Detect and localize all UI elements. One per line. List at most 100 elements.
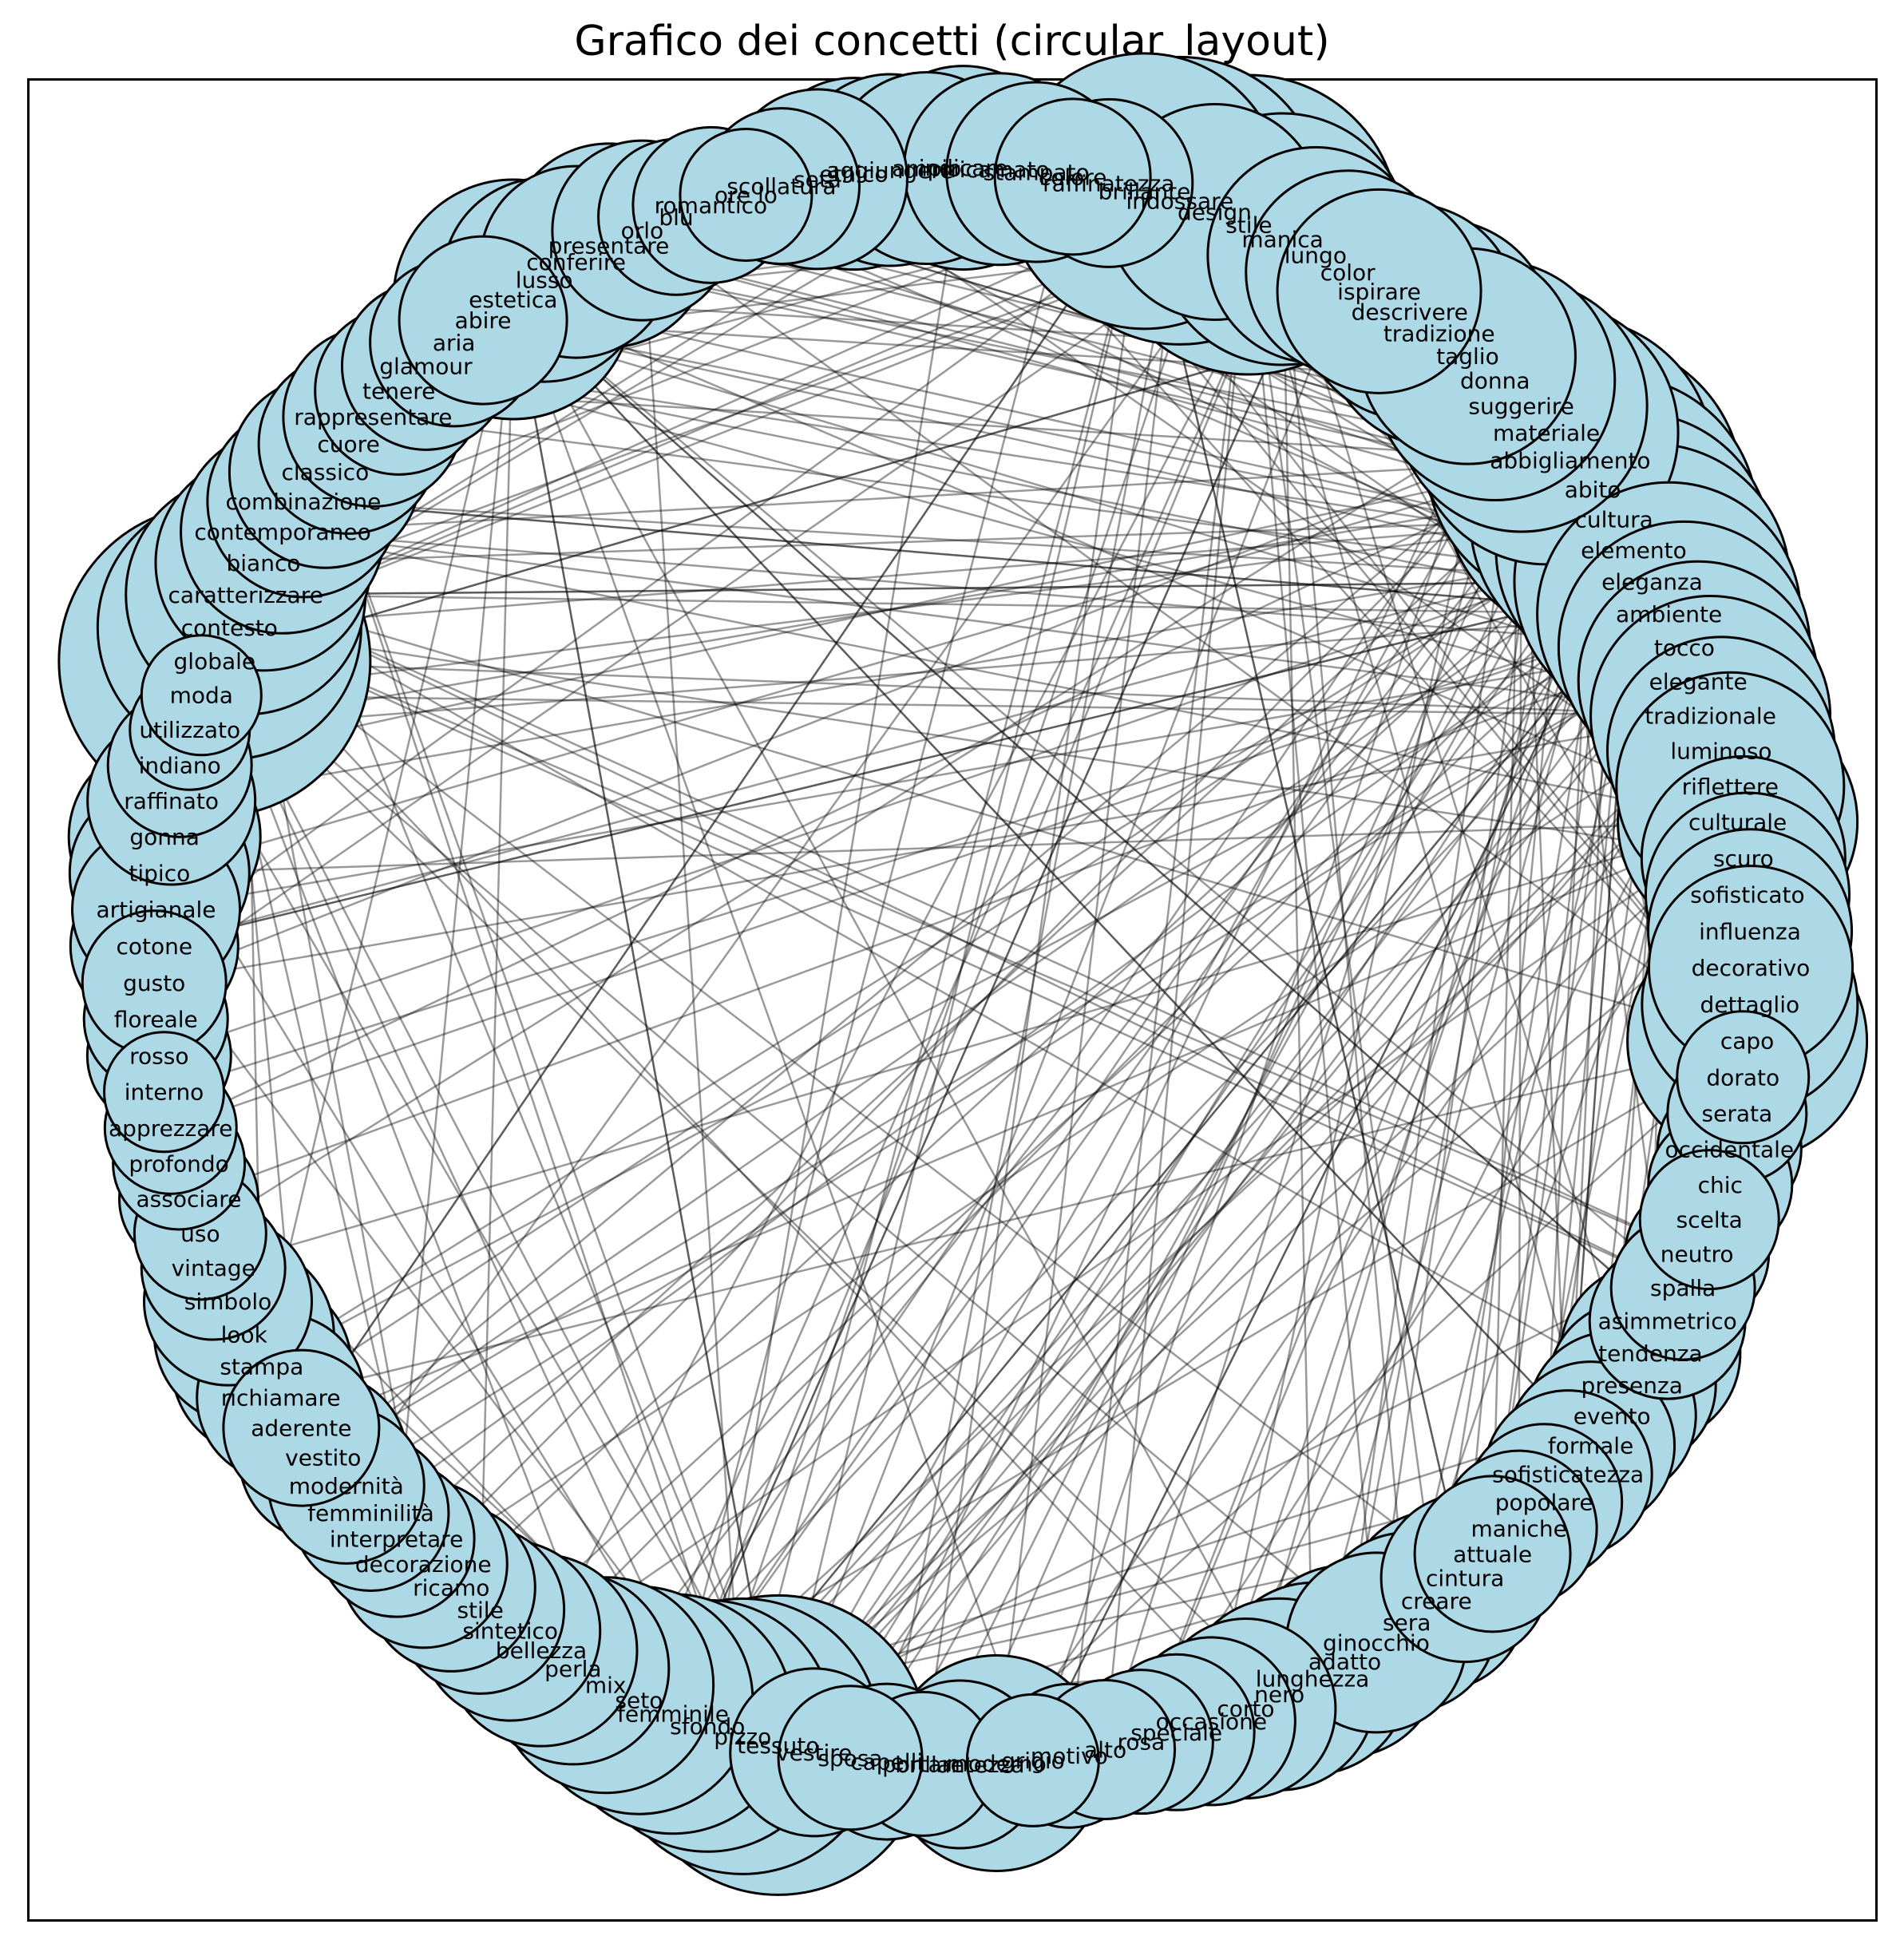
graph-node[interactable] [1276, 188, 1482, 394]
graph-edge [324, 471, 779, 1746]
graph-edge [813, 613, 1670, 1753]
graph-edge [638, 405, 1522, 1701]
graph-edge [213, 660, 779, 1746]
graph-edge [641, 230, 744, 1736]
graph-edge [1281, 239, 1633, 1386]
node-label: aria [433, 330, 476, 356]
graph-edge [482, 319, 1699, 683]
node-label: modernità [289, 1473, 404, 1499]
graph-edge [742, 191, 1146, 1737]
graph-edge [959, 432, 1548, 1765]
graph-edge [303, 500, 1669, 616]
graph-node[interactable] [993, 97, 1152, 256]
node-label: elemento [1581, 537, 1687, 564]
node-label: indiano [139, 752, 221, 778]
node-label: rappresentare [294, 404, 452, 430]
graph-edge [671, 254, 1317, 1715]
graph-edge [509, 580, 1653, 1632]
node-label: tessuto [737, 1732, 819, 1759]
node-label: abito [1565, 477, 1621, 503]
graph-node[interactable] [398, 235, 568, 406]
graph-edge [672, 750, 1722, 1715]
node-label: apprezzare [109, 1115, 233, 1142]
node-label: suggerire [1468, 393, 1574, 419]
graph-edge [512, 299, 779, 1746]
node-label: contemporaneo [194, 519, 370, 545]
graph-edge [1031, 549, 1635, 1761]
node-label: cuore [317, 431, 379, 457]
graph-edge [995, 200, 1182, 1764]
node-label: maniche [1471, 1516, 1566, 1542]
node-label: luminoso [1670, 738, 1771, 764]
node-label: orlo [621, 218, 664, 244]
node-label: tenere [362, 378, 435, 404]
graph-edge [323, 548, 1635, 1459]
graph-node[interactable] [222, 1348, 381, 1507]
graph-edge [153, 224, 1250, 984]
node-label: moda [170, 683, 233, 709]
graph-edge [200, 405, 1522, 1235]
graph-node[interactable] [965, 1693, 1100, 1827]
graph-node[interactable] [777, 1685, 924, 1831]
graph-edge [885, 489, 1594, 1763]
node-label: ambiente [1616, 601, 1722, 628]
graph-node[interactable] [140, 634, 263, 757]
graph-edge [229, 518, 1614, 629]
graph-edge [512, 299, 1592, 1447]
node-label: color [1320, 259, 1376, 286]
node-label: bianco [226, 550, 300, 576]
graph-edge [638, 613, 1670, 1701]
graph-edge [213, 660, 1281, 1696]
node-label: sposa [817, 1745, 882, 1772]
node-label: seto [615, 1688, 663, 1714]
node-label: formale [1548, 1433, 1633, 1459]
graph-node[interactable] [1676, 1010, 1811, 1145]
graph-edge [228, 627, 1466, 1579]
node-label: portare [882, 1751, 964, 1777]
graph-edge [813, 715, 1712, 1753]
graph-edge [323, 646, 1685, 1459]
node-label: donna [1460, 368, 1530, 394]
graph-node[interactable] [679, 128, 813, 263]
node-label: stampa [220, 1353, 303, 1380]
graph-edge [303, 500, 1653, 583]
graph-edge [281, 531, 779, 1746]
node-label: brillante [1098, 178, 1191, 204]
graph-edge [777, 518, 1615, 1746]
node-label: utilizzato [139, 717, 240, 743]
graph-edge [170, 459, 1571, 1129]
node-label: materiale [1493, 420, 1600, 446]
graph-node[interactable] [1413, 1475, 1572, 1633]
node-label: occasione [1156, 1708, 1268, 1735]
graph-edge [1248, 224, 1592, 1446]
node-label: capelli [850, 1749, 923, 1776]
graph-edge [777, 191, 1146, 1746]
graph-edge [1281, 239, 1408, 1623]
graph-node[interactable] [103, 1031, 226, 1154]
graph-edge [212, 821, 1738, 1269]
graph-edge [1248, 224, 1378, 1643]
node-label: ampio [892, 156, 961, 182]
node-label: pizzo [714, 1724, 771, 1750]
graph-edge [742, 821, 1739, 1737]
node-label: femminilità [307, 1500, 434, 1526]
node-label: lunghezza [1256, 1665, 1370, 1692]
node-label: alto [1084, 1736, 1126, 1763]
graph-edge [245, 580, 1653, 596]
graph-edge [707, 646, 1685, 1727]
graph-edge [422, 715, 1712, 1565]
graph-edge [156, 646, 1685, 911]
node-label: tendenza [1598, 1340, 1703, 1367]
node-label: neutro [1661, 1241, 1734, 1268]
node-label: ginocchio [1323, 1629, 1430, 1656]
node-label: vintage [172, 1255, 255, 1281]
graph-edge [742, 893, 1748, 1737]
graph-edge [188, 646, 1685, 1200]
graph-edge [170, 613, 1670, 1129]
node-label: cintura [1426, 1566, 1504, 1592]
node-label: ricamo [413, 1574, 489, 1601]
graph-edge [228, 626, 1684, 1289]
node-label: adatto [1308, 1649, 1381, 1675]
graph-edge [324, 471, 744, 1737]
graph-node[interactable] [1638, 1149, 1780, 1291]
